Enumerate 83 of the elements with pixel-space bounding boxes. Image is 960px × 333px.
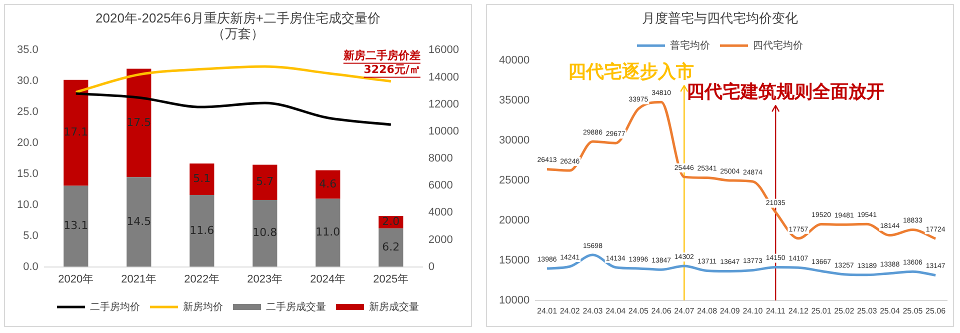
y-tick-label: 40000 [498, 54, 530, 67]
x-tick-label: 2024年 [310, 273, 346, 286]
data-label: 6.2 [382, 240, 400, 254]
x-tick-label: 24.12 [788, 306, 809, 316]
y-tick-label: 30.0 [16, 75, 38, 88]
x-tick-label: 24.05 [628, 306, 649, 316]
x-tick-label: 2020年 [58, 273, 94, 286]
legend-label: 二手房均价 [90, 300, 140, 313]
y-tick-label: 35.0 [16, 44, 38, 56]
x-tick-label: 2023年 [247, 273, 283, 286]
x-tick-label: 24.11 [766, 306, 786, 316]
y-tick-label: 10000 [498, 294, 530, 306]
bar [252, 164, 278, 200]
bar [378, 228, 404, 267]
data-label: 2.0 [382, 215, 400, 228]
y2-tick-label: 10000 [428, 125, 460, 138]
y2-tick-label: 6000 [428, 180, 453, 192]
x-tick-label: 25.06 [926, 306, 946, 316]
y2-tick-label: 16000 [428, 44, 460, 56]
line-series [74, 92, 392, 126]
chart-title: 月度普宅与四代宅均价变化 [642, 10, 798, 26]
annotation: 新房二手房价差 3226元/㎡ [342, 49, 420, 76]
x-tick-label: 24.08 [696, 306, 718, 316]
x-tick-label: 24.10 [742, 306, 764, 316]
y2-tick-label: 14000 [428, 71, 460, 84]
y-tick-label: 5.0 [23, 230, 38, 242]
y-tick-label: 10.0 [16, 198, 38, 211]
bar [190, 195, 214, 267]
x-tick-label: 24.01 [537, 306, 558, 316]
data-label: 17.1 [64, 126, 88, 139]
x-tick-label: 2021年 [121, 273, 157, 286]
y2-tick-label: 0 [428, 260, 435, 273]
y2-tick-label: 4000 [428, 206, 453, 219]
data-label: 10.8 [252, 226, 278, 240]
data-label: 5.1 [193, 172, 211, 186]
x-tick-label: 25.04 [880, 306, 900, 316]
data-label: 4.6 [319, 177, 337, 190]
x-tick-label: 25.02 [834, 306, 855, 316]
legend-label: 新房均价 [183, 300, 223, 313]
legend-label: 新房成交量 [369, 300, 419, 313]
chart-subtitle: （万套） [212, 26, 264, 41]
bar [126, 68, 152, 178]
y-tick-label: 30000 [498, 134, 530, 147]
bar [64, 186, 88, 267]
x-tick-label: 24.06 [651, 306, 672, 316]
data-label: 13.1 [64, 219, 88, 232]
x-tick-label: 25.05 [902, 306, 924, 316]
data-label: 11.0 [316, 226, 340, 239]
bar [316, 198, 340, 267]
x-tick-label: 24.07 [674, 306, 695, 316]
data-label: 17.5 [126, 116, 152, 129]
x-tick-label: 24.02 [560, 306, 580, 316]
legend-label: 普宅均价 [670, 39, 710, 52]
y-tick-label: 20.0 [16, 137, 38, 150]
y-tick-label: 35000 [498, 94, 530, 107]
ref-line-label: 四代宅建筑规则全面放开 [686, 81, 885, 102]
data-label: 11.6 [190, 224, 214, 237]
x-tick-label: 25.01 [811, 306, 832, 316]
y2-tick-label: 12000 [428, 98, 460, 110]
bar [252, 200, 278, 267]
x-tick-label: 2022年 [184, 273, 220, 286]
y2-tick-label: 8000 [428, 152, 453, 165]
data-label: 5.7 [256, 175, 274, 188]
x-tick-label: 2025年 [373, 273, 409, 286]
y-tick-label: 15.0 [16, 168, 38, 180]
y-tick-label: 15000 [498, 254, 530, 266]
legend-label: 二手房成交量 [266, 300, 326, 313]
bar [64, 80, 88, 186]
legend-label: 四代宅均价 [753, 39, 803, 52]
x-tick-label: 24.04 [606, 306, 626, 316]
bar [126, 177, 152, 267]
y-tick-label: 25000 [498, 174, 530, 187]
ref-line-label: 四代宅逐步入市 [568, 61, 694, 82]
chart-title: 2020年-2025年6月重庆新房+二手房住宅成交量价 [96, 10, 380, 26]
y2-tick-label: 2000 [428, 234, 453, 246]
x-tick-label: 24.09 [720, 306, 740, 316]
data-label: 14.5 [126, 214, 152, 228]
y-tick-label: 0.0 [23, 260, 38, 273]
bar [190, 163, 214, 196]
y-tick-label: 25.0 [16, 106, 38, 118]
x-tick-label: 24.03 [582, 306, 604, 316]
y-tick-label: 20000 [498, 214, 530, 226]
x-tick-label: 25.03 [856, 306, 878, 316]
